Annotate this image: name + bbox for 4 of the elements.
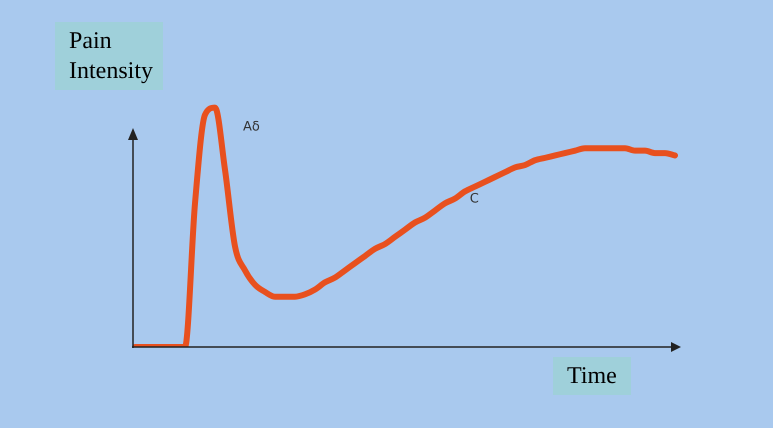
annotation: Aδ	[243, 119, 260, 134]
y-axis-title: Pain Intensity	[55, 22, 163, 90]
annotation: C	[470, 192, 479, 207]
x-axis-title: Time	[553, 357, 631, 395]
